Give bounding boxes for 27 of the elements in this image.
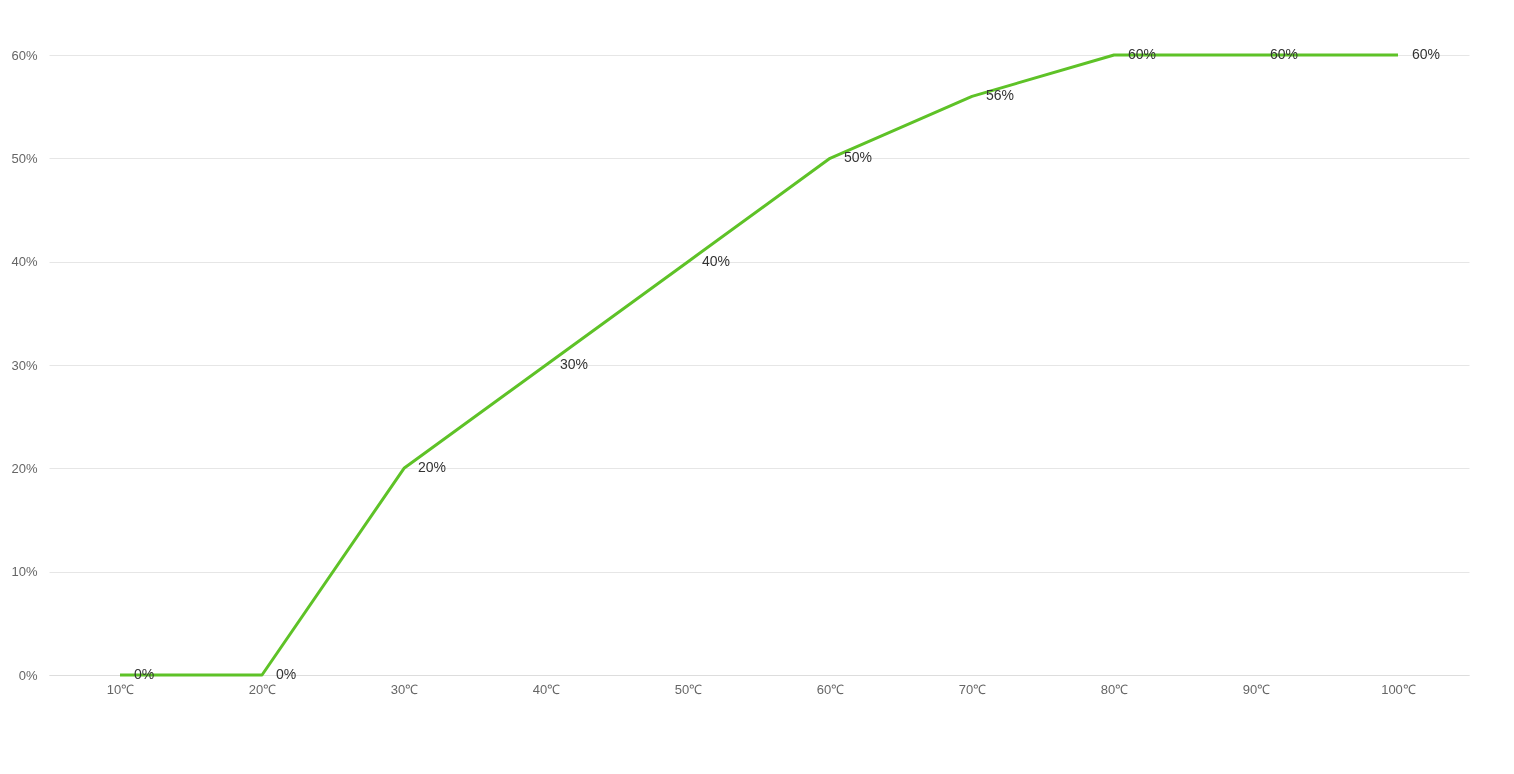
y-tick-label: 60% xyxy=(11,47,38,63)
x-tick-label: 20℃ xyxy=(248,681,277,697)
data-label: 0% xyxy=(134,666,155,682)
x-tick-label: 100℃ xyxy=(1381,681,1416,697)
y-tick-label: 20% xyxy=(11,460,38,476)
y-tick-label: 50% xyxy=(11,150,38,166)
x-tick-label: 50℃ xyxy=(674,681,703,697)
x-tick-label: 90℃ xyxy=(1242,681,1271,697)
data-label: 56% xyxy=(986,87,1015,104)
y-tick-label: 0% xyxy=(18,667,38,683)
data-label: 60% xyxy=(1270,46,1299,62)
data-label: 50% xyxy=(844,149,873,166)
x-tick-label: 10℃ xyxy=(106,681,135,697)
x-tick-label: 60℃ xyxy=(816,681,845,697)
data-label: 30% xyxy=(560,356,589,372)
x-tick-label: 40℃ xyxy=(532,681,561,697)
y-tick-label: 40% xyxy=(11,254,38,270)
x-tick-label: 70℃ xyxy=(958,681,987,697)
data-label: 40% xyxy=(702,252,731,269)
x-tick-label: 80℃ xyxy=(1100,681,1129,697)
y-tick-label: 30% xyxy=(11,357,38,373)
x-tick-label: 30℃ xyxy=(390,681,419,697)
data-label: 0% xyxy=(276,666,297,682)
y-tick-label: 10% xyxy=(11,564,38,580)
data-label: 60% xyxy=(1412,46,1441,62)
data-label: 60% xyxy=(1128,46,1157,62)
data-label: 20% xyxy=(418,459,447,476)
